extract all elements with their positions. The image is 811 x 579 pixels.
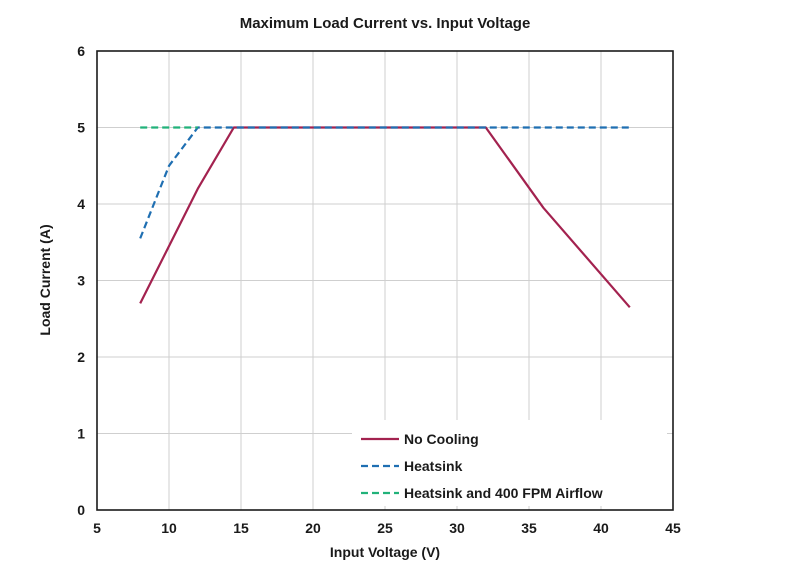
series-line-2 bbox=[139, 126, 630, 239]
chart-title: Maximum Load Current vs. Input Voltage bbox=[240, 15, 531, 32]
y-axis-ticks: 0 1 2 3 4 5 6 bbox=[77, 43, 85, 518]
plot-frame bbox=[96, 50, 674, 511]
y-tick-label: 2 bbox=[77, 349, 85, 365]
x-tick-label: 20 bbox=[305, 520, 321, 536]
legend-label-3: Heatsink and 400 FPM Airflow bbox=[404, 485, 603, 501]
x-axis-label: Input Voltage (V) bbox=[330, 544, 440, 560]
x-tick-label: 45 bbox=[665, 520, 681, 536]
x-tick-label: 15 bbox=[233, 520, 249, 536]
series-lines bbox=[139, 126, 631, 309]
y-tick-label: 4 bbox=[77, 196, 85, 212]
x-tick-label: 10 bbox=[161, 520, 177, 536]
y-tick-label: 0 bbox=[77, 502, 85, 518]
legend-label-1: No Cooling bbox=[404, 431, 479, 447]
x-tick-label: 35 bbox=[521, 520, 537, 536]
legend-label-2: Heatsink bbox=[404, 458, 463, 474]
series-line-1 bbox=[139, 126, 631, 309]
y-tick-label: 3 bbox=[77, 273, 85, 289]
y-axis-label: Load Current (A) bbox=[37, 224, 53, 335]
x-axis-ticks: 5 10 15 20 25 30 35 40 45 bbox=[93, 520, 681, 536]
legend: No Cooling Heatsink Heatsink and 400 FPM A… bbox=[352, 420, 667, 506]
x-tick-label: 40 bbox=[593, 520, 609, 536]
x-tick-label: 30 bbox=[449, 520, 465, 536]
x-tick-label: 5 bbox=[93, 520, 101, 536]
x-tick-label: 25 bbox=[377, 520, 393, 536]
y-tick-label: 6 bbox=[77, 43, 85, 59]
y-tick-label: 5 bbox=[77, 120, 85, 136]
legend-box bbox=[352, 420, 667, 506]
y-tick-label: 1 bbox=[77, 426, 85, 442]
